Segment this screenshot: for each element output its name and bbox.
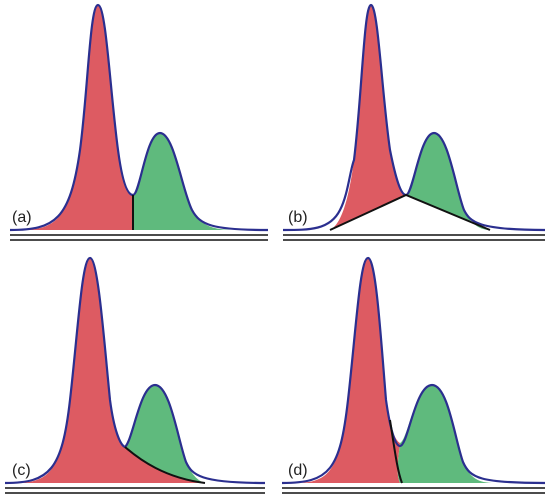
panel-b-peak1-area: [330, 5, 406, 230]
panel-a-peak2-area: [133, 133, 235, 230]
panel-d-chromatogram-outline: [281, 256, 546, 485]
panel-b-peak2-area: [406, 133, 490, 230]
panel-d-label: (d): [288, 462, 308, 479]
panel-c-peak1-area: [15, 258, 205, 483]
panel-b-split-lines: [329, 193, 491, 231]
panel-a-chromatogram-outline: [9, 3, 269, 232]
panel-b: (b): [282, 3, 546, 241]
panel-c: (c): [4, 256, 266, 494]
panel-c-chromatogram-outline: [4, 256, 266, 485]
panel-a-label: (a): [12, 209, 32, 226]
panel-c-tangent-line: [124, 446, 206, 484]
panel-c-label: (c): [12, 462, 31, 479]
panel-d-peak2-area: [397, 385, 495, 483]
panel-a-peak1-area: [20, 5, 133, 230]
panel-c-peak2-area: [125, 385, 205, 483]
panel-b-label: (b): [288, 209, 308, 226]
panel-a: (a): [9, 3, 269, 241]
panel-d-peak1-area: [295, 258, 400, 483]
panel-d-split-curve: [389, 419, 403, 484]
panel-b-chromatogram-outline: [282, 3, 546, 232]
panel-d: (d): [281, 256, 546, 494]
